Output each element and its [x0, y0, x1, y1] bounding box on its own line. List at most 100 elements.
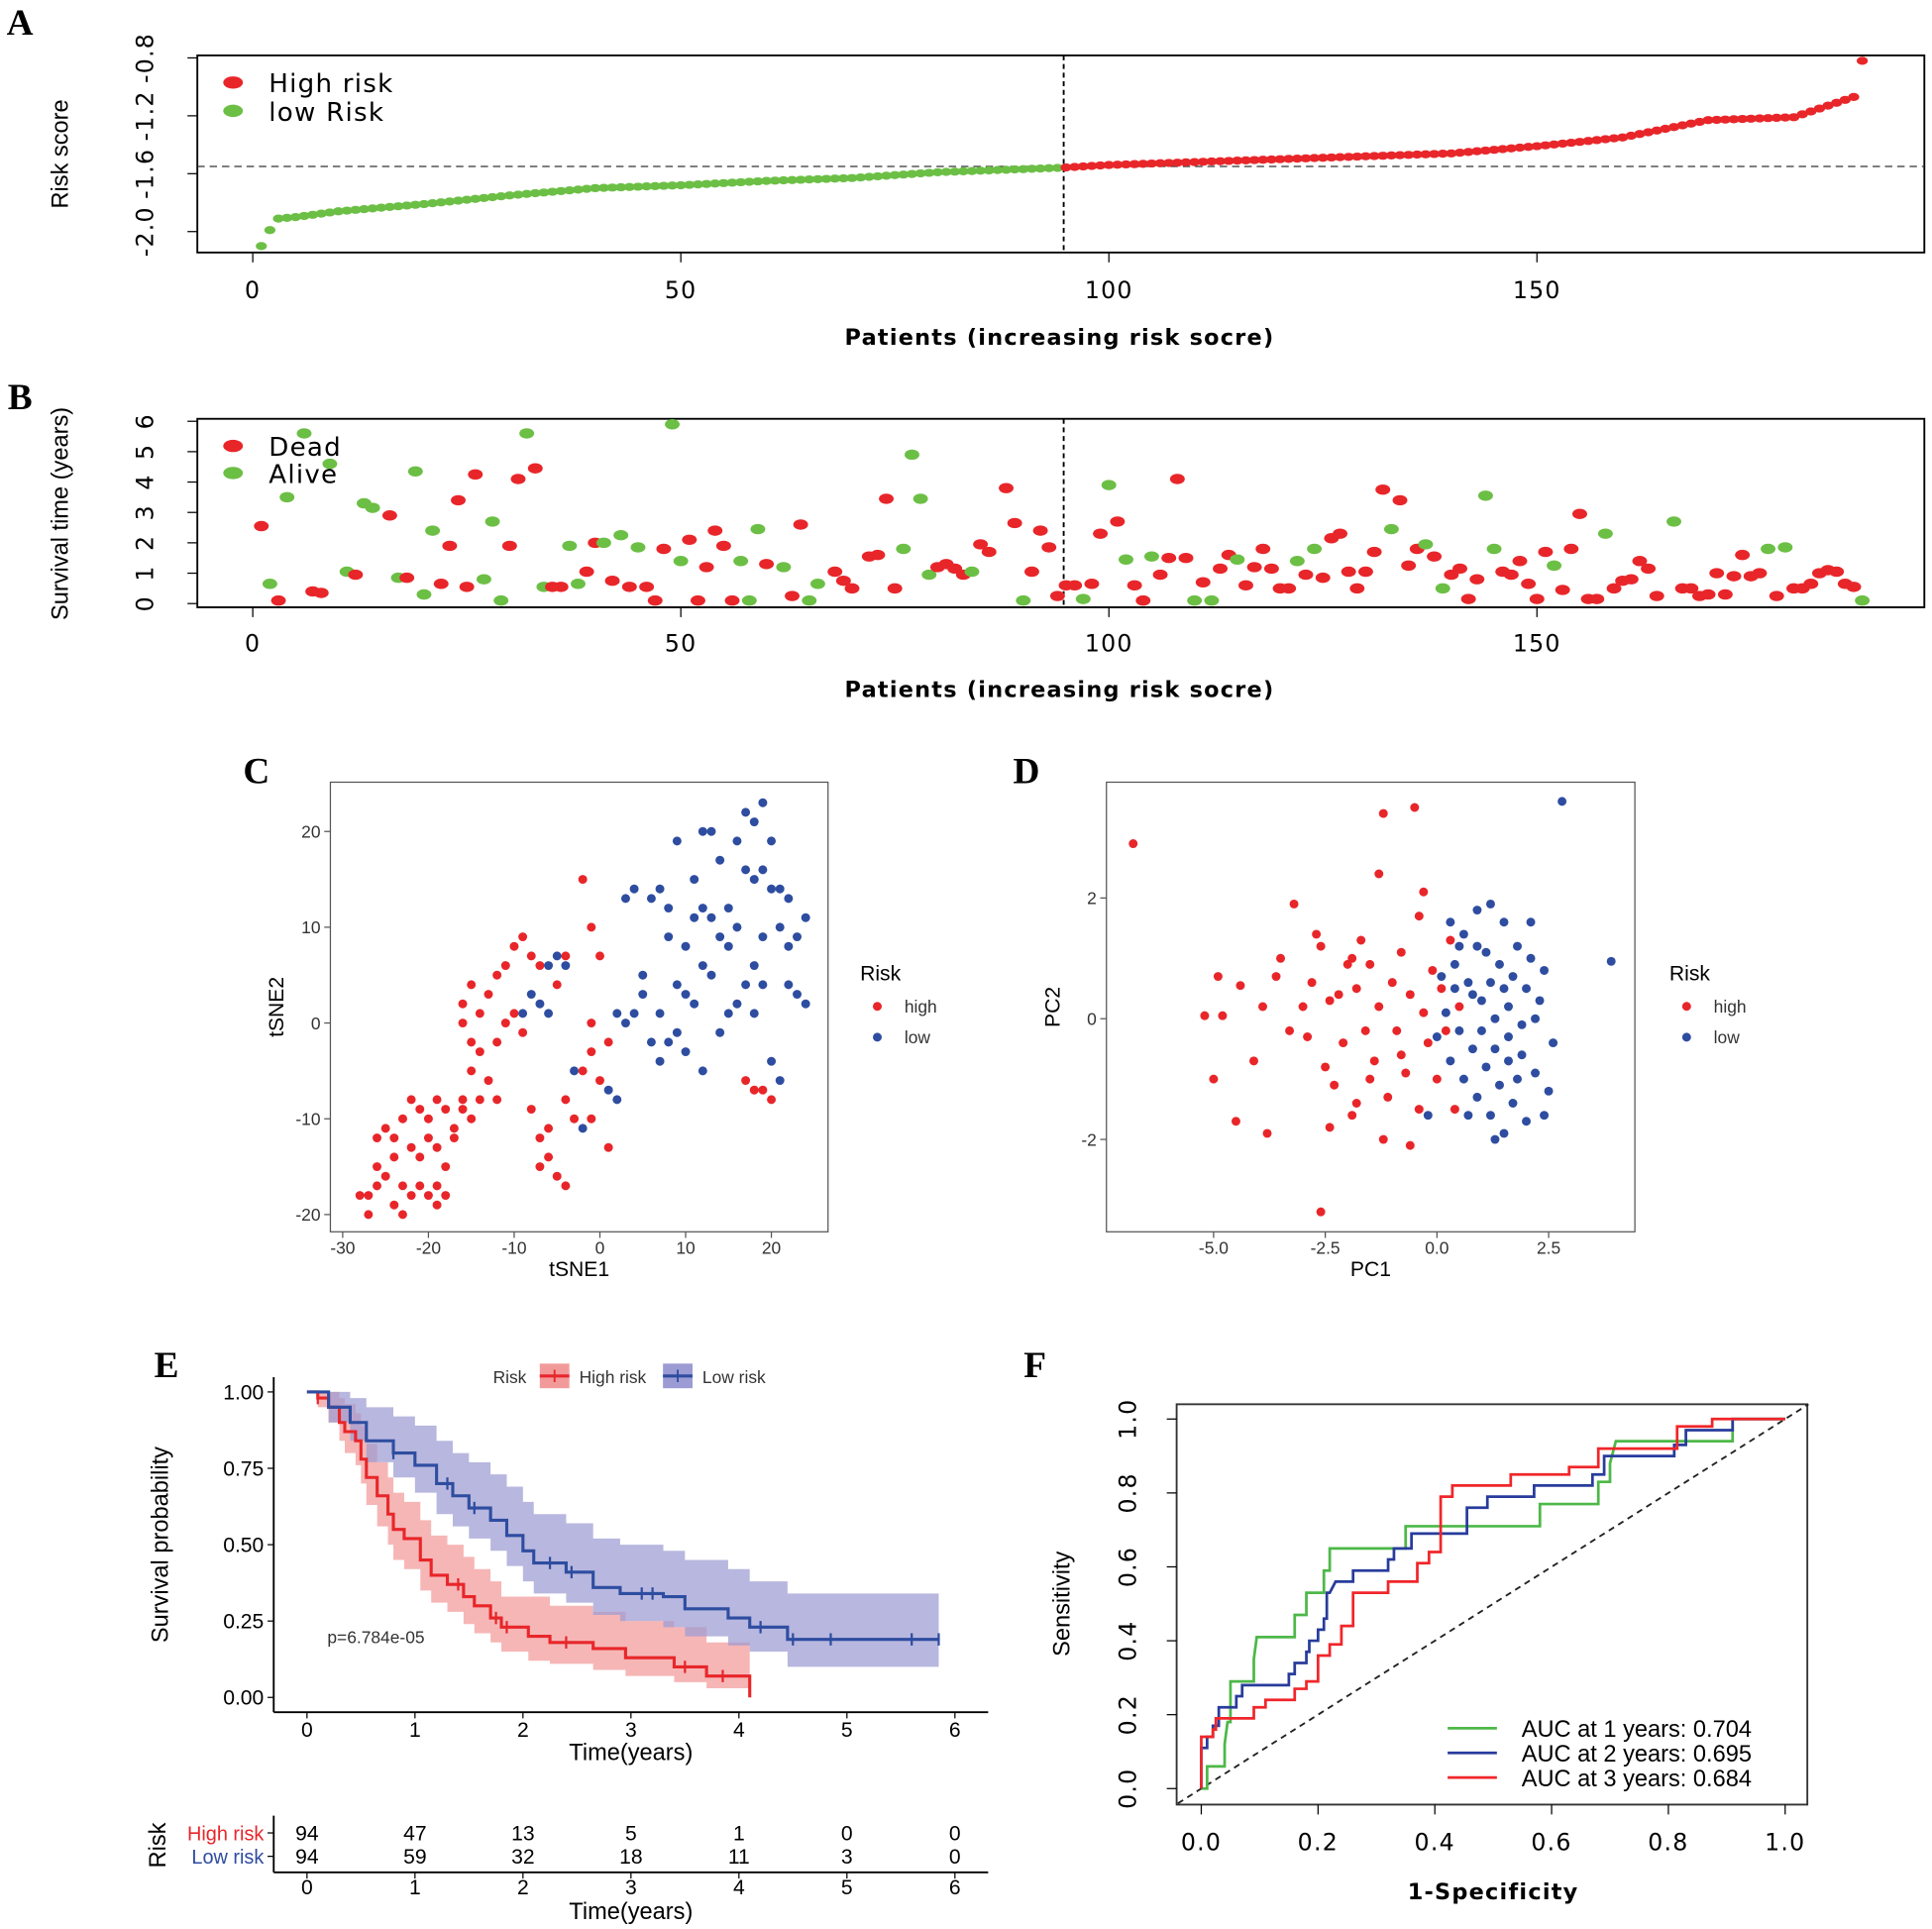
legend-label-high-d: high: [1714, 997, 1747, 1017]
x-tick-label-f: 0.4: [1415, 1828, 1455, 1856]
x-tick-label-a: 150: [1513, 276, 1561, 304]
y-tick-label-f: 1.0: [1115, 1399, 1142, 1440]
risk-point-low: [1043, 163, 1055, 172]
y-axis-title-d: PC2: [1041, 987, 1064, 1027]
risk-table-x-tick-label: 5: [841, 1876, 853, 1899]
risk-point-high: [1523, 143, 1535, 152]
risk-point-high: [1617, 133, 1629, 142]
risk-point-low: [546, 187, 559, 196]
point-dead: [1333, 528, 1347, 539]
risk-point-low: [272, 214, 284, 223]
point-dead: [887, 583, 903, 594]
x-tick-label-a: 100: [1085, 276, 1133, 304]
point-dead: [1606, 583, 1622, 594]
point-dead: [759, 559, 775, 570]
risk-point-high: [1479, 146, 1492, 156]
risk-point-low: [341, 206, 353, 215]
point-low: [706, 826, 716, 836]
point-high: [1423, 1038, 1433, 1048]
point-high: [578, 875, 588, 885]
legend-marker-alive: [223, 467, 244, 480]
point-low: [526, 990, 536, 1000]
x-axis-title-e: Time(years): [569, 1741, 693, 1767]
y-tick-label-e: 0.25: [223, 1611, 264, 1634]
point-high: [509, 1009, 519, 1018]
y-tick-label-e: 1.00: [223, 1381, 264, 1404]
y-tick-label-e: 0.50: [223, 1535, 264, 1557]
p-value-label: p=6.784e-05: [327, 1628, 424, 1648]
risk-point-high: [1446, 149, 1457, 158]
risk-point-low: [597, 183, 610, 192]
point-high: [767, 1095, 777, 1105]
point-high: [1387, 978, 1397, 988]
point-low: [638, 970, 648, 980]
risk-point-high: [1359, 152, 1372, 161]
risk-point-high: [1060, 162, 1072, 172]
legend-label-high-c: high: [905, 997, 937, 1017]
point-dead: [442, 540, 458, 552]
point-high: [552, 980, 562, 990]
risk-point-low: [383, 202, 395, 212]
point-high: [458, 1105, 468, 1115]
y-tick-label-a: -2.0: [131, 206, 159, 257]
point-high: [595, 1076, 604, 1086]
risk-point-high: [1737, 114, 1749, 124]
point-low: [775, 922, 785, 932]
point-high: [380, 1171, 390, 1181]
point-dead: [1683, 583, 1699, 594]
point-low: [1454, 1025, 1464, 1035]
point-dead: [1281, 583, 1297, 594]
point-high: [1128, 839, 1138, 849]
point-dead: [501, 540, 517, 552]
point-low: [698, 904, 707, 913]
risk-point-low: [889, 170, 901, 179]
point-high: [1410, 803, 1420, 812]
x-tick-label-e: 6: [949, 1719, 961, 1742]
point-high: [1262, 1128, 1272, 1138]
x-tick-label-c: 10: [676, 1238, 695, 1258]
risk-point-low: [401, 201, 413, 210]
x-tick-label-f: 0.0: [1181, 1828, 1222, 1856]
point-high: [492, 970, 502, 980]
point-low: [1499, 1128, 1509, 1138]
point-dead: [870, 549, 886, 561]
risk-point-high: [1711, 115, 1723, 125]
point-low: [1472, 941, 1482, 951]
risk-point-high: [1676, 121, 1688, 130]
risk-point-high: [1351, 152, 1363, 161]
point-low: [646, 1037, 656, 1047]
x-axis-title-f: 1-Specificity: [1408, 1879, 1579, 1905]
y-axis-title-e: Survival probability: [148, 1447, 173, 1643]
point-alive: [279, 491, 295, 503]
point-low: [732, 999, 742, 1009]
survival-curve-high-risk: [306, 1390, 752, 1698]
point-high: [526, 1105, 536, 1115]
point-low: [535, 999, 545, 1009]
point-high: [749, 1085, 759, 1095]
risk-point-low: [1034, 163, 1046, 173]
point-high: [432, 1142, 442, 1152]
point-dead: [1829, 566, 1845, 578]
point-dead: [1563, 543, 1579, 555]
x-tick-label-b: 150: [1513, 630, 1561, 658]
y-axis-title-a: Risk score: [49, 99, 74, 208]
point-high: [364, 1210, 374, 1220]
y-tick-label-c: -10: [295, 1109, 320, 1128]
point-dead: [1238, 580, 1253, 591]
risk-table-count-high-risk: 1: [733, 1822, 745, 1845]
risk-point-low: [264, 226, 276, 235]
point-low: [1446, 1056, 1455, 1066]
risk-point-high: [1608, 134, 1620, 143]
legend-label-alive: Alive: [268, 460, 338, 489]
point-alive: [493, 594, 509, 606]
point-high: [1218, 1011, 1228, 1020]
point-alive: [673, 556, 689, 567]
point-dead: [1649, 590, 1664, 601]
point-dead: [1555, 585, 1570, 595]
risk-point-high: [1796, 110, 1808, 119]
risk-table-count-high-risk: 0: [949, 1822, 961, 1845]
point-low: [1522, 984, 1532, 994]
risk-point-high: [1257, 156, 1269, 164]
risk-point-low: [666, 181, 679, 190]
point-low: [1490, 1014, 1500, 1023]
